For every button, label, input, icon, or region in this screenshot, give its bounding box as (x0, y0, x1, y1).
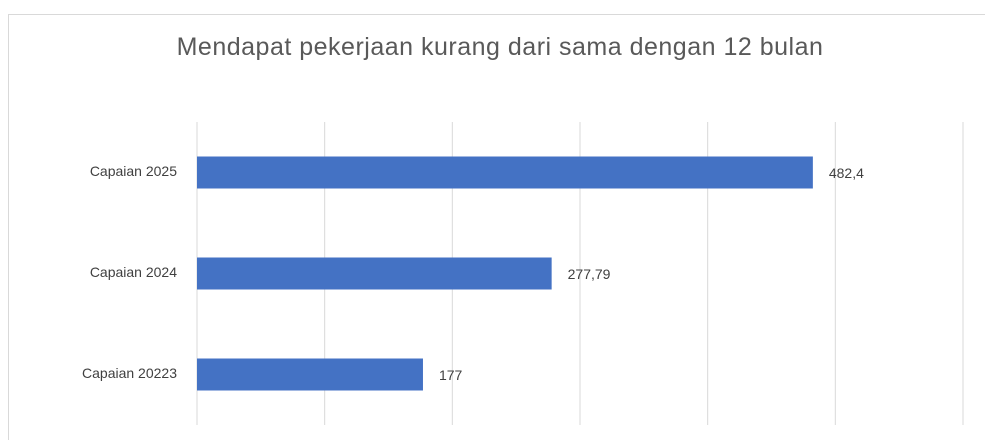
bar (197, 156, 813, 189)
y-tick-label: Capaian 20223 (82, 365, 177, 381)
chart-title: Mendapat pekerjaan kurang dari sama deng… (176, 33, 824, 61)
data-label: 177 (439, 367, 463, 383)
y-tick-label: Capaian 2025 (90, 163, 177, 179)
y-tick-label: Capaian 2024 (90, 264, 177, 280)
data-label: 277,79 (568, 266, 611, 282)
bar (197, 358, 423, 391)
data-label: 482,4 (829, 165, 864, 181)
chart-frame (8, 14, 985, 440)
bar (197, 257, 552, 290)
